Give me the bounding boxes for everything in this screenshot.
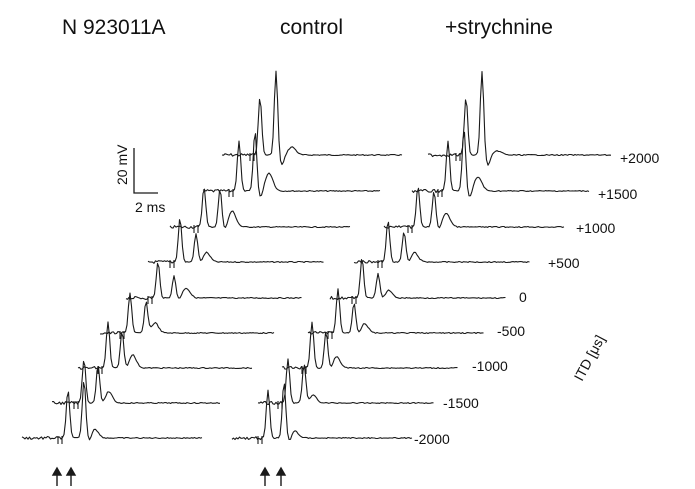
control-trace-8	[51, 360, 220, 405]
control-trace-1	[221, 70, 403, 166]
itd-label-plus-2000: +2000	[620, 150, 660, 166]
strychnine-trace-8	[257, 358, 434, 406]
strychnine-trace-6	[307, 288, 484, 335]
stimulus-arrow-control-2	[65, 466, 77, 486]
strychnine-trace-9	[231, 383, 413, 441]
strychnine-traces	[231, 71, 612, 444]
control-traces	[21, 70, 403, 444]
itd-label-plus-1500: +1500	[598, 186, 638, 202]
stimulus-markers-control	[51, 466, 77, 486]
scale-bar: 20 mV 2 ms	[114, 144, 165, 215]
control-trace-9	[21, 382, 203, 441]
strychnine-trace-3	[383, 187, 565, 229]
control-trace-4	[147, 219, 324, 264]
itd-label-minus-500: -500	[497, 323, 525, 339]
control-trace-3	[169, 188, 351, 229]
strychnine-trace-5	[329, 259, 506, 301]
itd-label-0: 0	[519, 289, 527, 305]
strychnine-trace-2	[411, 131, 590, 197]
control-trace-5	[125, 262, 302, 300]
itd-label-plus-500: +500	[548, 255, 580, 271]
strychnine-trace-1	[427, 71, 612, 166]
scale-voltage-label: 20 mV	[114, 144, 130, 185]
itd-label-minus-1500: -1500	[443, 395, 479, 411]
stimulus-arrow-control-1	[51, 466, 63, 486]
itd-label-minus-1000: -1000	[472, 358, 508, 374]
recording-id: N 923011A	[62, 16, 166, 39]
condition-strychnine-title: +strychnine	[445, 16, 553, 39]
stimulus-arrow-strychnine-1	[259, 466, 271, 486]
scale-time-label: 2 ms	[135, 199, 165, 215]
stimulus-markers-strychnine	[259, 466, 287, 486]
itd-labels: +2000 +1500 +1000 +500 0 -500 -1000 -150…	[414, 150, 660, 447]
control-trace-6	[99, 292, 275, 335]
control-trace-2	[202, 133, 381, 197]
itd-label-minus-2000: -2000	[414, 431, 450, 447]
strychnine-trace-7	[281, 321, 458, 370]
itd-axis-label: ITD [μs]	[571, 332, 608, 383]
control-trace-7	[77, 321, 253, 370]
scale-bar-lines	[133, 148, 158, 194]
itd-label-plus-1000: +1000	[576, 220, 616, 236]
condition-control-title: control	[280, 16, 343, 39]
strychnine-trace-4	[353, 221, 530, 264]
stimulus-arrow-strychnine-2	[275, 466, 287, 486]
